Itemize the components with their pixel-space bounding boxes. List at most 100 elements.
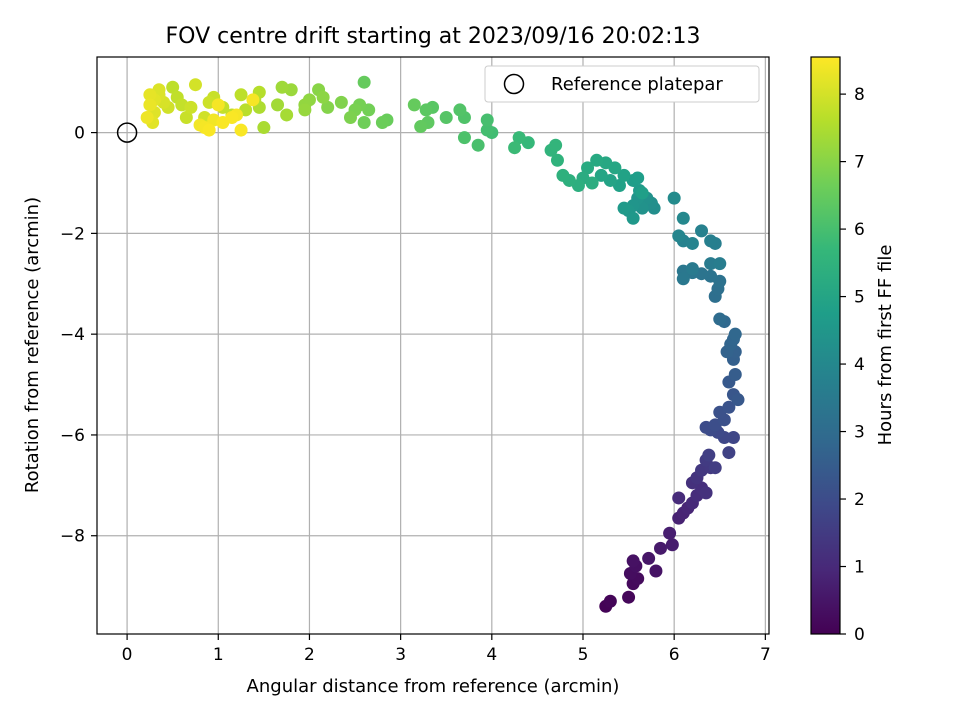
- y-tick-label: −4: [60, 325, 85, 345]
- data-point: [702, 448, 716, 462]
- legend-box: [484, 65, 760, 103]
- data-point: [166, 80, 180, 94]
- x-tick-label: 7: [760, 645, 771, 665]
- data-point: [140, 110, 154, 124]
- colorbar-tick-label: 2: [854, 490, 865, 510]
- colorbar-tick-label: 0: [854, 625, 865, 645]
- data-point: [676, 272, 690, 286]
- data-point: [234, 123, 248, 137]
- data-point: [665, 538, 679, 552]
- data-point: [603, 594, 617, 608]
- data-point: [722, 400, 736, 414]
- data-point: [471, 138, 485, 152]
- data-point: [731, 393, 745, 407]
- data-point: [357, 75, 371, 89]
- data-point: [414, 120, 428, 134]
- data-point: [713, 312, 727, 326]
- data-point: [453, 103, 467, 117]
- data-point: [594, 168, 608, 182]
- y-tick-label: −6: [60, 426, 85, 446]
- data-point: [457, 131, 471, 145]
- data-point: [667, 191, 681, 205]
- data-point: [704, 234, 718, 248]
- x-axis-ticks: 0 1 2 3 4 5 6 7: [122, 634, 771, 665]
- grid-lines: [97, 57, 769, 634]
- x-tick-label: 6: [669, 645, 680, 665]
- colorbar-tick-label: 5: [854, 288, 865, 308]
- data-point: [257, 121, 271, 135]
- colorbar-ticks: 0 1 2 3 4 5 6 7 8: [840, 85, 865, 645]
- y-tick-label: −8: [60, 527, 85, 547]
- data-point: [622, 590, 636, 604]
- colorbar-tick-label: 8: [854, 85, 865, 105]
- data-point: [663, 526, 677, 540]
- x-tick-label: 4: [486, 645, 497, 665]
- data-point: [179, 110, 193, 124]
- colorbar-tick-label: 4: [854, 355, 865, 375]
- x-tick-label: 2: [304, 645, 315, 665]
- data-point: [722, 446, 736, 460]
- data-point: [407, 98, 421, 112]
- data-point: [246, 93, 260, 107]
- y-tick-label: 0: [74, 124, 85, 144]
- colorbar-gradient: [810, 56, 841, 635]
- data-point: [480, 113, 494, 127]
- legend: Reference platepar: [484, 65, 760, 103]
- data-point: [549, 138, 563, 152]
- colorbar-label: Hours from first FF file: [875, 245, 896, 446]
- data-point: [316, 90, 330, 104]
- data-point: [653, 541, 667, 555]
- reference-platepar-marker: [116, 122, 138, 143]
- data-point: [343, 110, 357, 124]
- y-tick-label: −2: [60, 224, 85, 244]
- data-points: [140, 75, 745, 613]
- data-point: [685, 262, 699, 276]
- data-point: [275, 80, 289, 94]
- data-point: [280, 108, 294, 122]
- data-point: [708, 461, 722, 475]
- data-point: [188, 78, 202, 92]
- data-point: [695, 224, 709, 238]
- colorbar: 0 1 2 3 4 5 6 7 8 Hours from first FF file: [810, 56, 896, 645]
- data-point: [699, 486, 713, 500]
- data-point: [728, 327, 742, 341]
- data-point: [211, 98, 225, 112]
- data-point: [184, 100, 198, 114]
- chart-title: FOV centre drift starting at 2023/09/16 …: [166, 24, 701, 49]
- data-point: [728, 367, 742, 381]
- x-tick-label: 0: [122, 645, 133, 665]
- data-point: [508, 141, 522, 155]
- data-point: [419, 103, 433, 117]
- data-point: [271, 98, 285, 112]
- data-point: [375, 116, 389, 130]
- plot-frame: [96, 56, 770, 635]
- data-point: [672, 491, 686, 505]
- legend-entry: Reference platepar: [551, 74, 723, 95]
- x-tick-label: 3: [395, 645, 406, 665]
- data-point: [334, 95, 348, 109]
- data-point: [704, 257, 718, 271]
- data-point: [726, 430, 740, 444]
- data-point: [626, 211, 640, 225]
- data-point: [225, 110, 239, 124]
- data-point: [626, 554, 640, 568]
- data-point: [676, 211, 690, 225]
- x-tick-label: 5: [578, 645, 589, 665]
- colorbar-tick-label: 1: [854, 558, 865, 578]
- plot-area: 0 1 2 3 4 5 6 7 −8 −6 −4 −2 0: [60, 56, 771, 665]
- data-point: [590, 153, 604, 167]
- x-axis-label: Angular distance from reference (arcmin): [247, 676, 620, 697]
- data-point: [556, 168, 570, 182]
- data-point: [685, 236, 699, 250]
- data-point: [357, 116, 371, 130]
- data-point: [617, 168, 631, 182]
- data-point: [234, 88, 248, 102]
- data-point: [298, 103, 312, 117]
- data-point: [581, 161, 595, 175]
- data-point: [631, 171, 645, 185]
- y-axis-ticks: −8 −6 −4 −2 0: [60, 124, 97, 547]
- y-axis-label: Rotation from reference (arcmin): [22, 197, 43, 493]
- data-point: [642, 551, 656, 565]
- data-point: [585, 176, 599, 190]
